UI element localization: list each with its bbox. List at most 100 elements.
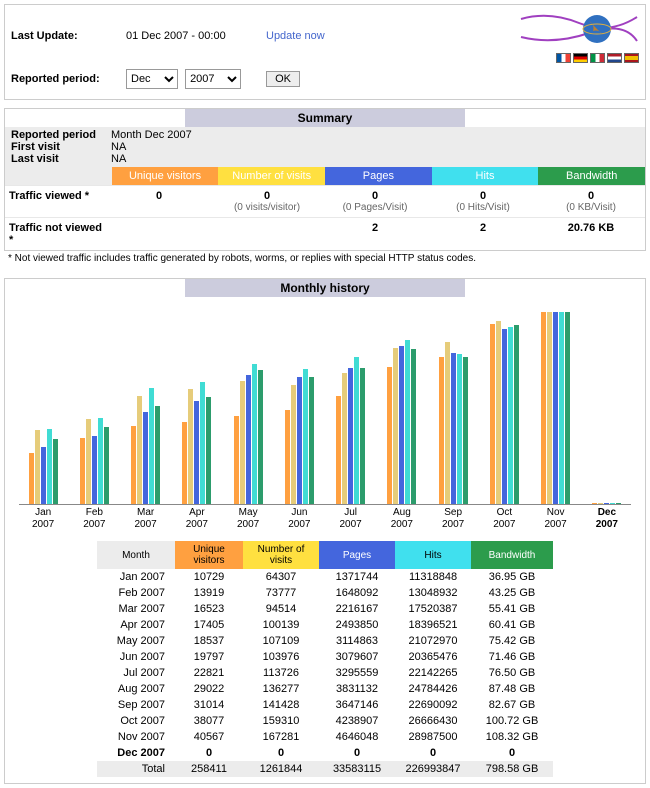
chart-bar (547, 312, 552, 504)
table-row: May 20071853710710931148632107297075.42 … (97, 633, 553, 649)
chart-bar (445, 342, 450, 504)
chart-month-group (173, 382, 221, 504)
first-visit-value: NA (111, 141, 126, 153)
chart-bar (188, 389, 193, 504)
col-bandwidth: Bandwidth (538, 167, 645, 185)
th-bandwidth: Bandwidth (471, 541, 553, 569)
chart-bar (348, 368, 353, 504)
flag-fr-icon[interactable] (556, 53, 571, 63)
table-row: Feb 2007139197377716480921304893243.25 G… (97, 585, 553, 601)
chart-bar (616, 503, 621, 504)
chart-bar (47, 429, 52, 504)
chart-bar (92, 436, 97, 504)
chart-bar (285, 410, 290, 504)
last-visit-value: NA (111, 153, 126, 165)
chart-month-label: Jun2007 (275, 507, 323, 531)
update-now-link[interactable]: Update now (266, 30, 325, 42)
table-row: Jan 2007107296430713717441131884836.95 G… (97, 569, 553, 585)
summary-header-row: Unique visitors Number of visits Pages H… (5, 167, 645, 185)
chart-month-group (70, 418, 118, 504)
th-pages: Pages (319, 541, 395, 569)
chart-bar (53, 439, 58, 504)
chart-bar (149, 388, 154, 504)
monthly-data-table: Month Unique visitors Number of visits P… (97, 541, 553, 777)
chart-month-label: Jul2007 (327, 507, 375, 531)
chart-bar (405, 340, 410, 504)
globe-icon (519, 9, 639, 51)
table-row: Sep 20073101414142836471462269009282.67 … (97, 697, 553, 713)
chart-bar (463, 357, 468, 504)
th-hits: Hits (395, 541, 471, 569)
chart-bar (439, 357, 444, 504)
th-month: Month (97, 541, 175, 569)
monthly-chart (19, 305, 631, 505)
monthly-history-section: Monthly history Jan2007Feb2007Mar2007Apr… (4, 278, 646, 784)
chart-month-group (583, 503, 631, 504)
chart-bar (29, 453, 34, 504)
month-select[interactable]: Dec (126, 69, 178, 89)
chart-bar (35, 430, 40, 504)
chart-bar (41, 447, 46, 504)
chart-month-label: Dec2007 (583, 507, 631, 531)
chart-month-group (19, 429, 67, 504)
chart-bar (541, 312, 546, 504)
table-row: Dec 200700000 (97, 745, 553, 761)
col-pages: Pages (325, 167, 432, 185)
flag-nl-icon[interactable] (607, 53, 622, 63)
chart-bar (309, 377, 314, 504)
chart-bar (393, 348, 398, 504)
first-visit-label: First visit (11, 141, 111, 153)
chart-bar (502, 329, 507, 504)
last-update-label: Last Update: (11, 30, 126, 42)
chart-month-labels: Jan2007Feb2007Mar2007Apr2007May2007Jun20… (19, 507, 631, 531)
chart-bar (252, 364, 257, 504)
chart-bar (604, 503, 609, 504)
last-update-value: 01 Dec 2007 - 00:00 (126, 30, 266, 42)
chart-month-group (532, 312, 580, 504)
chart-bar (297, 377, 302, 504)
chart-bar (246, 375, 251, 504)
chart-month-group (122, 388, 170, 504)
chart-month-group (480, 321, 528, 504)
chart-bar (336, 396, 341, 504)
chart-bar (610, 503, 615, 504)
chart-bar (490, 324, 495, 504)
year-select[interactable]: 2007 (185, 69, 241, 89)
chart-bar (194, 401, 199, 504)
header-graphic (519, 9, 639, 63)
chart-bar (565, 312, 570, 504)
chart-month-label: Aug2007 (378, 507, 426, 531)
chart-bar (131, 426, 136, 504)
flag-es-icon[interactable] (624, 53, 639, 63)
chart-bar (80, 438, 85, 504)
flag-de-icon[interactable] (573, 53, 588, 63)
table-row: Oct 200738077159310423890726666430100.72… (97, 713, 553, 729)
chart-month-group (224, 364, 272, 504)
table-total-row: Total258411126184433583115226993847798.5… (97, 761, 553, 777)
flag-it-icon[interactable] (590, 53, 605, 63)
th-number-visits: Number of visits (243, 541, 319, 569)
chart-month-label: May2007 (224, 507, 272, 531)
chart-bar (399, 346, 404, 504)
summary-title: Summary (185, 109, 465, 127)
reported-period-meta-value: Month Dec 2007 (111, 129, 192, 141)
chart-bar (592, 503, 597, 504)
chart-bar (155, 406, 160, 504)
chart-month-group (327, 357, 375, 504)
col-hits: Hits (432, 167, 539, 185)
ok-button[interactable]: OK (266, 71, 300, 87)
chart-bar (598, 503, 603, 504)
chart-bar (182, 422, 187, 504)
chart-bar (508, 327, 513, 504)
summary-footnote: * Not viewed traffic includes traffic ge… (4, 251, 646, 266)
chart-month-group (429, 342, 477, 504)
chart-bar (457, 354, 462, 504)
th-unique-visitors: Unique visitors (175, 541, 243, 569)
control-panel: Last Update: 01 Dec 2007 - 00:00 Update … (4, 4, 646, 100)
chart-month-group (378, 340, 426, 504)
chart-bar (387, 367, 392, 504)
language-flags (519, 53, 639, 63)
chart-bar (206, 397, 211, 504)
chart-bar (451, 353, 456, 504)
table-row: Jun 20071979710397630796072036547671.46 … (97, 649, 553, 665)
